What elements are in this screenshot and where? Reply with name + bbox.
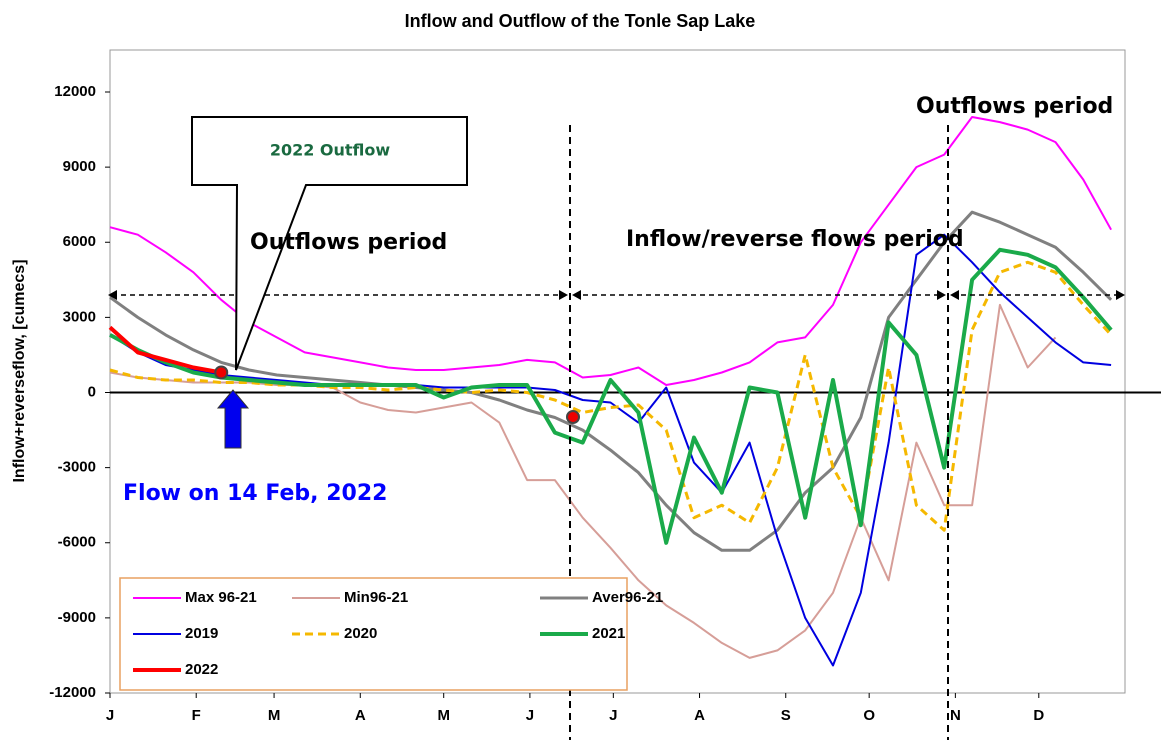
annotation: Inflow/reverse flows period	[626, 227, 964, 252]
legend-items: Max 96-21 Min96-21 Aver96-21 2019 2020 2021 20…	[133, 589, 663, 678]
annotation: Flow on 14 Feb, 2022	[123, 481, 387, 506]
series-line	[108, 325, 222, 375]
y-tick-label: 3000	[63, 308, 96, 325]
x-tick-label: O	[863, 707, 875, 724]
legend-label: 2020	[344, 625, 377, 642]
x-tick-label: J	[526, 707, 534, 724]
series-line	[109, 247, 1113, 545]
x-tick-label: A	[694, 707, 705, 724]
y-tick-label: -6000	[58, 534, 96, 551]
x-tick-label: F	[192, 707, 201, 724]
arrow-heads	[108, 290, 1125, 300]
x-tick-label: M	[437, 707, 450, 724]
chart-title: Inflow and Outflow of the Tonle Sap Lake	[405, 11, 756, 31]
y-axis-label: Inflow+reverseflow, [cumecs]	[11, 259, 28, 482]
pointer-arrow	[216, 389, 250, 449]
legend-label: Aver96-21	[592, 589, 663, 606]
annotation: Outflows period	[250, 230, 447, 255]
y-tick-label: -12000	[49, 684, 96, 701]
x-tick-label: S	[781, 707, 791, 724]
y-tick-label: -9000	[58, 609, 96, 626]
marker	[566, 410, 580, 424]
current-point	[214, 365, 229, 380]
legend-label: 2021	[592, 625, 625, 642]
annotation: Outflows period	[916, 94, 1113, 119]
series-line	[109, 233, 1112, 667]
x-tick-label: J	[106, 707, 114, 724]
x-tick-label: M	[268, 707, 281, 724]
x-tick-label: N	[950, 707, 961, 724]
x-tick-label: J	[609, 707, 617, 724]
callout	[191, 116, 468, 371]
legend-label: 2019	[185, 625, 218, 642]
series-line	[109, 116, 1112, 386]
x-tick-label: A	[355, 707, 366, 724]
y-tick-label: 6000	[63, 233, 96, 250]
y-tick-label: -3000	[58, 459, 96, 476]
legend-label: Min96-21	[344, 589, 408, 606]
legend-label: 2022	[185, 661, 218, 678]
plot: -12000 -9000 -6000 -3000 0 3000 6000 9000 12000 J…	[49, 83, 1161, 724]
annotation: 2022 Outflow	[270, 141, 391, 160]
y-tick-label: 9000	[63, 158, 96, 175]
y-tick-label: 0	[88, 383, 96, 400]
x-tick-label: D	[1033, 707, 1044, 724]
series-line	[109, 260, 1113, 532]
series-line	[109, 210, 1113, 552]
legend-label: Max 96-21	[185, 589, 257, 606]
y-tick-label: 12000	[54, 83, 96, 100]
